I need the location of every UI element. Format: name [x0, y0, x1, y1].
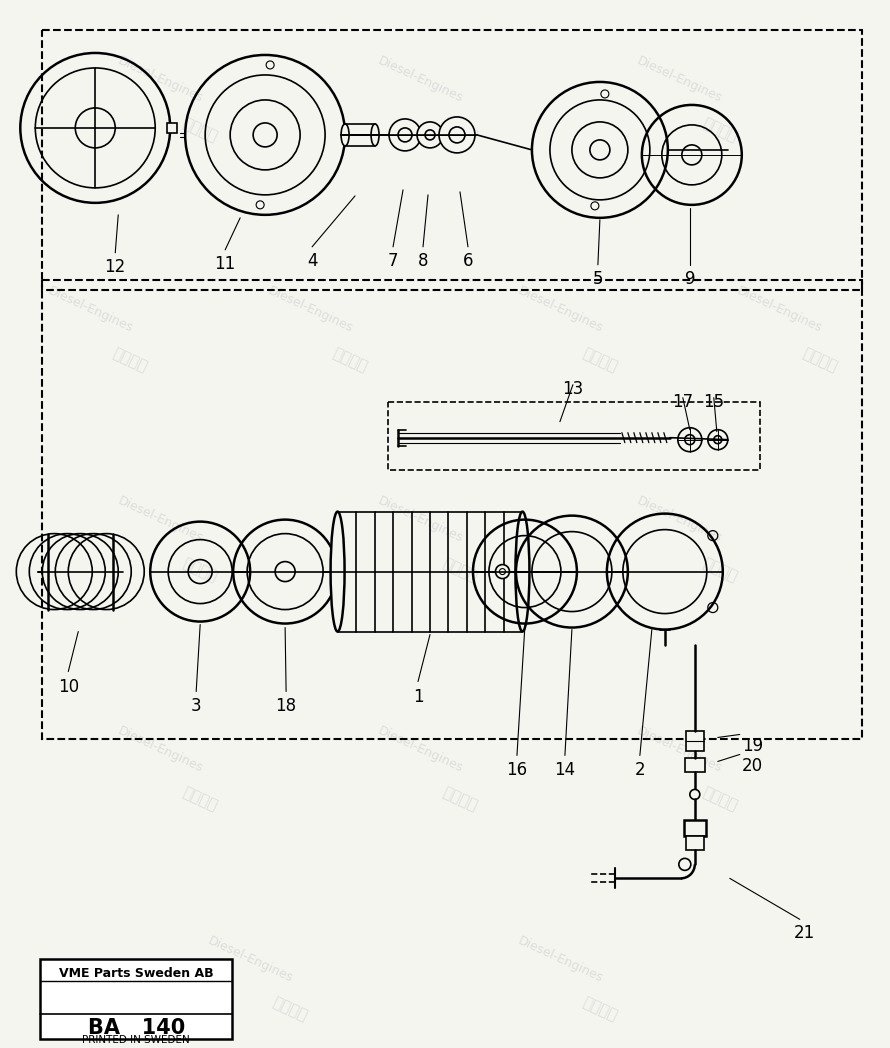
Circle shape [417, 122, 443, 148]
Text: 紫发动力: 紫发动力 [330, 345, 369, 374]
Text: Diesel-Engines: Diesel-Engines [265, 284, 355, 335]
Text: 4: 4 [307, 252, 318, 269]
Text: Diesel-Engines: Diesel-Engines [376, 495, 465, 545]
Ellipse shape [515, 511, 530, 632]
Bar [684, 759, 705, 772]
Text: 7: 7 [388, 252, 399, 269]
Bar [43, 280, 862, 740]
Text: 紫发动力: 紫发动力 [700, 785, 740, 814]
Circle shape [439, 117, 475, 153]
Ellipse shape [341, 124, 349, 146]
Text: Diesel-Engines: Diesel-Engines [376, 54, 465, 106]
Text: 15: 15 [703, 393, 724, 411]
Text: 2: 2 [635, 762, 645, 780]
Text: BA   140: BA 140 [87, 1019, 185, 1039]
Text: 紫发动力: 紫发动力 [110, 345, 150, 374]
Text: Diesel-Engines: Diesel-Engines [635, 495, 724, 545]
Text: PRINTED IN SWEDEN: PRINTED IN SWEDEN [83, 1035, 190, 1045]
Text: 18: 18 [276, 698, 296, 716]
Text: 紫发动力: 紫发动力 [441, 785, 480, 814]
Text: 11: 11 [214, 255, 236, 272]
Text: 6: 6 [463, 252, 473, 269]
Text: 紫发动力: 紫发动力 [580, 345, 619, 374]
Text: Diesel-Engines: Diesel-Engines [376, 724, 465, 774]
Text: Diesel-Engines: Diesel-Engines [635, 54, 724, 106]
Text: 16: 16 [506, 762, 528, 780]
Bar [43, 30, 862, 290]
Bar [686, 732, 704, 751]
Text: 19: 19 [741, 738, 763, 756]
Text: 21: 21 [794, 924, 815, 942]
Text: 3: 3 [190, 698, 201, 716]
Circle shape [708, 430, 728, 450]
Text: Diesel-Engines: Diesel-Engines [735, 284, 824, 335]
Text: 8: 8 [417, 252, 428, 269]
Circle shape [496, 565, 509, 578]
Text: Diesel-Engines: Diesel-Engines [116, 495, 205, 545]
Text: Diesel-Engines: Diesel-Engines [515, 284, 604, 335]
Text: 5: 5 [593, 269, 603, 288]
Text: 9: 9 [684, 269, 695, 288]
Bar [686, 836, 704, 850]
Text: Diesel-Engines: Diesel-Engines [116, 724, 205, 774]
Ellipse shape [330, 511, 344, 632]
Text: Diesel-Engines: Diesel-Engines [45, 284, 135, 335]
Text: 10: 10 [58, 677, 79, 696]
Circle shape [690, 789, 700, 800]
Text: 紫发动力: 紫发动力 [441, 115, 480, 145]
Circle shape [389, 118, 421, 151]
Text: 13: 13 [562, 379, 584, 398]
Text: 紫发动力: 紫发动力 [441, 555, 480, 584]
Text: 17: 17 [672, 393, 693, 411]
Circle shape [678, 428, 702, 452]
Text: 1: 1 [413, 687, 424, 705]
Bar [684, 821, 706, 836]
Ellipse shape [371, 124, 379, 146]
Text: 紫发动力: 紫发动力 [580, 995, 619, 1024]
Text: 14: 14 [554, 762, 576, 780]
Bar [40, 959, 232, 1040]
Text: Diesel-Engines: Diesel-Engines [635, 724, 724, 774]
Text: 紫发动力: 紫发动力 [700, 555, 740, 584]
Text: Diesel-Engines: Diesel-Engines [206, 934, 295, 985]
Bar [167, 123, 177, 133]
Text: 紫发动力: 紫发动力 [700, 115, 740, 145]
Text: 紫发动力: 紫发动力 [181, 785, 220, 814]
Bar [388, 401, 760, 470]
Text: Diesel-Engines: Diesel-Engines [116, 54, 205, 106]
Text: 紫发动力: 紫发动力 [181, 115, 220, 145]
Text: 紫发动力: 紫发动力 [271, 995, 310, 1024]
Text: 紫发动力: 紫发动力 [800, 345, 839, 374]
Text: 紫发动力: 紫发动力 [181, 555, 220, 584]
Text: Diesel-Engines: Diesel-Engines [515, 934, 604, 985]
Text: VME Parts Sweden AB: VME Parts Sweden AB [59, 967, 214, 980]
Text: 12: 12 [105, 258, 125, 276]
Text: 20: 20 [741, 758, 763, 776]
